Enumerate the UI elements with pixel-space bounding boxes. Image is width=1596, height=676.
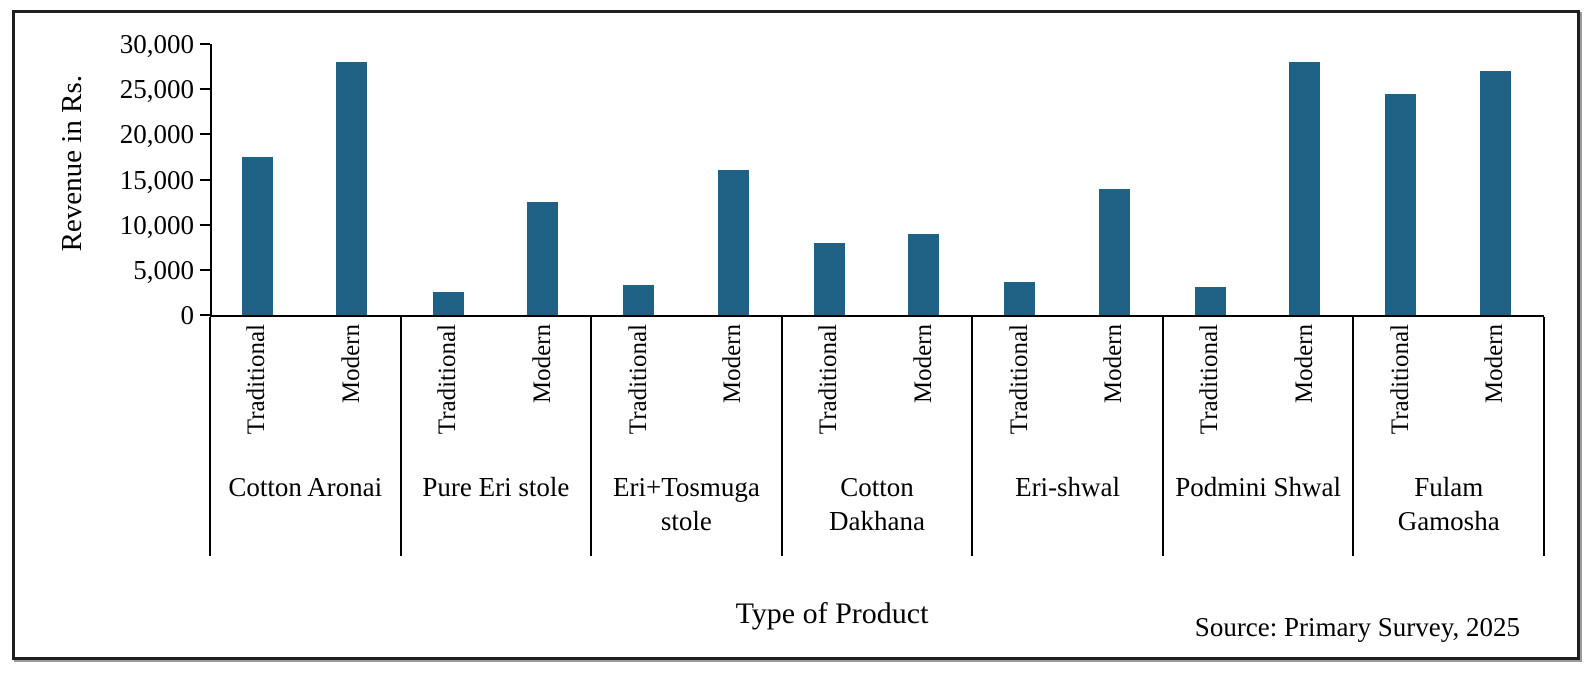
category-label: Fulam Gamosha: [1397, 472, 1500, 536]
y-axis-tick-label: 10,000: [119, 209, 194, 240]
category-separator: [1352, 317, 1355, 556]
series-label-modern: Modern: [909, 324, 937, 404]
bar-eri-tosmuga-stole-traditional: [623, 285, 655, 315]
category-separator: [780, 317, 783, 556]
category-label: Podmini Shwal: [1175, 472, 1342, 502]
series-label-modern: Modern: [337, 324, 365, 404]
y-axis-tick-label: 20,000: [119, 119, 194, 150]
bar-pure-eri-stole-traditional: [432, 292, 464, 315]
category-label: Eri-shwal: [1015, 472, 1121, 502]
y-axis-tick: [200, 314, 210, 316]
bar-podmini-shwal-modern: [1289, 62, 1321, 315]
series-label-traditional: Traditional: [434, 324, 462, 435]
category-label: Cotton Aronai: [228, 472, 383, 502]
y-axis-tick: [200, 268, 210, 271]
category-label: Eri+Tosmuga stole: [613, 472, 760, 536]
bar-cotton-aronai-traditional: [241, 157, 273, 315]
category-label: Cotton Dakhana: [829, 472, 925, 536]
series-label-traditional: Traditional: [815, 324, 843, 435]
bar-cotton-aronai-modern: [336, 62, 368, 315]
y-axis-tick: [200, 43, 210, 45]
series-label-modern: Modern: [1481, 324, 1509, 404]
bar-pure-eri-stole-modern: [527, 202, 559, 315]
category-separator: [399, 317, 402, 556]
bar-fulam-gamosha-traditional: [1385, 94, 1417, 315]
source-note: Source: Primary Survey, 2025: [1194, 612, 1520, 642]
bar-eri-shwal-modern: [1098, 189, 1130, 315]
series-label-modern: Modern: [719, 324, 747, 404]
y-axis-tick: [200, 178, 210, 181]
category-separator: [590, 317, 593, 556]
category-separator: [209, 317, 211, 556]
bar-cotton-dakhana-traditional: [813, 243, 845, 315]
y-axis-tick-label: 30,000: [119, 29, 194, 59]
series-label-modern: Modern: [1100, 324, 1128, 404]
y-axis-tick-label: 15,000: [119, 164, 194, 195]
category-separator: [971, 317, 974, 556]
y-axis-tick-label: 0: [180, 300, 195, 330]
category-separator: [1161, 317, 1164, 556]
bar-cotton-dakhana-modern: [908, 234, 940, 315]
series-label-modern: Modern: [528, 324, 556, 404]
x-axis-title: Type of Product: [735, 597, 929, 630]
plot-area: [210, 44, 1544, 317]
bar-eri-shwal-traditional: [1004, 282, 1036, 315]
series-label-traditional: Traditional: [243, 324, 271, 435]
series-label-traditional: Traditional: [624, 324, 652, 435]
series-label-traditional: Traditional: [1005, 324, 1033, 435]
series-label-traditional: Traditional: [1196, 324, 1224, 435]
bar-eri-tosmuga-stole-modern: [717, 170, 749, 315]
series-label-traditional: Traditional: [1386, 324, 1414, 435]
category-label: Pure Eri stole: [422, 472, 570, 502]
y-axis-tick: [200, 133, 210, 136]
category-separator: [1543, 317, 1545, 556]
series-label-modern: Modern: [1290, 324, 1318, 404]
bar-podmini-shwal-traditional: [1194, 287, 1226, 315]
y-axis-tick: [200, 223, 210, 226]
y-axis-tick-label: 25,000: [119, 74, 194, 105]
bar-fulam-gamosha-modern: [1479, 71, 1511, 315]
y-axis-tick-label: 5,000: [133, 254, 194, 285]
y-axis-tick: [200, 88, 210, 91]
